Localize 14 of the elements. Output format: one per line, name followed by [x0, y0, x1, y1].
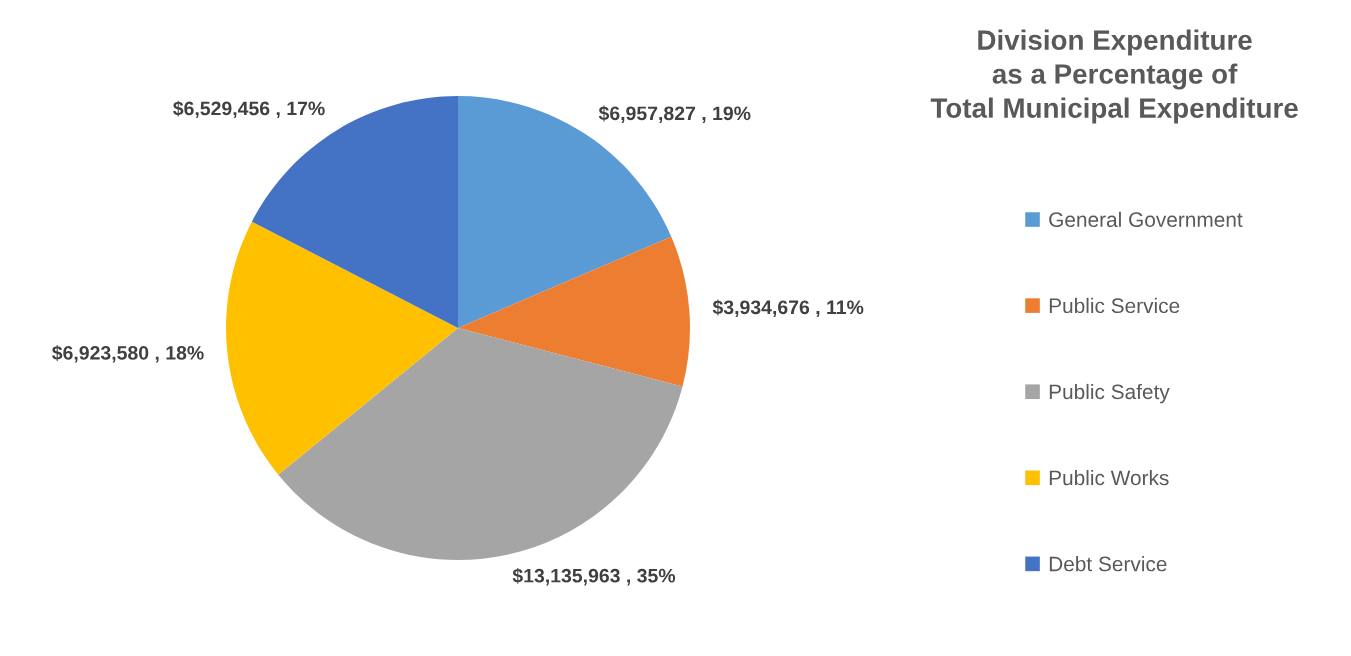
chart-title: Division Expenditure as a Percentage of Total Municipal Expenditure — [930, 29, 1298, 124]
pie-slice — [458, 236, 690, 387]
data-label: $13,135,963 , 35% — [512, 567, 676, 586]
legend-label: Public Service — [1049, 297, 1180, 314]
legend-label: Debt Service — [1049, 556, 1167, 572]
data-label: $3,934,676 , 11% — [712, 299, 864, 318]
pie-slice — [278, 328, 683, 560]
legend-label: Public Works — [1049, 469, 1169, 486]
pie-slice — [226, 221, 458, 475]
legend-label: Public Safety — [1049, 383, 1170, 404]
legend-label: General Government — [1049, 211, 1243, 228]
data-label: $6,923,580 , 18% — [52, 345, 204, 363]
data-label: $6,529,456 , 17% — [173, 100, 325, 119]
data-label: $6,957,827 , 19% — [598, 105, 751, 124]
